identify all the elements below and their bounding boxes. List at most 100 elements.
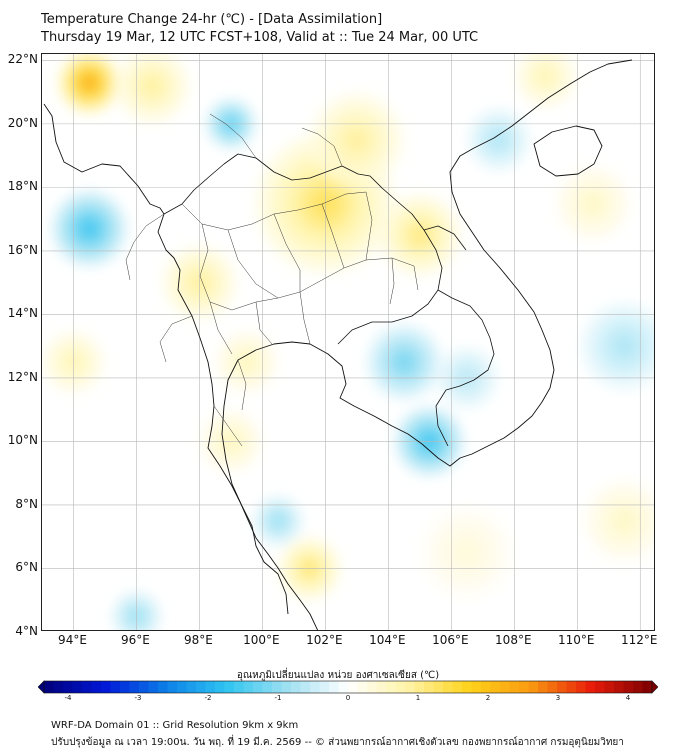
title-line-2: Thursday 19 Mar, 12 UTC FCST+108, Valid … [41,30,479,45]
title-line-1: Temperature Change 24-hr (℃) - [Data Ass… [41,12,383,27]
anomaly-patch [240,355,253,369]
colorbar-cell [614,681,624,693]
colorbar-cell [120,681,130,693]
colorbar-cell [414,681,425,693]
footer-credit: ปรับปรุงข้อมูล ณ เวลา 19:00น. วัน พฤ. ที… [51,737,624,748]
anomaly-patch [82,76,96,89]
colorbar-cell [585,681,596,693]
colorbar-cell [253,681,263,693]
anomaly-patch [585,195,601,211]
colorbar-tick-label: 3 [555,694,561,702]
latitude-tick-label: 6°N [15,560,38,575]
longitude-tick-label: 100°E [243,633,280,647]
coastline-and-borders [43,59,633,630]
anomaly-patch [457,543,477,563]
hainan-island [533,125,603,177]
province-boundaries [125,113,419,447]
map-canvas [42,54,654,630]
colorbar-cell [348,681,358,693]
colorbar-title: อุณหภูมิเปลี่ยนแปลง หน่วย องศาเซลเซียส (… [236,670,440,681]
colorbar-cell [329,681,339,693]
longitude-tick-label: 96°E [121,633,150,647]
colorbar-cell [538,681,548,693]
latitude-tick-label: 8°N [15,496,38,511]
colorbar-cell [471,681,482,693]
colorbar-cell [272,681,282,693]
colorbar-tick-label: 0 [345,694,351,702]
colorbar-cell [319,681,330,693]
colorbar-cell [604,681,615,693]
longitude-tick-label: 98°E [183,633,213,647]
anomaly-patch [615,337,634,356]
colorbar-cell [243,681,254,693]
colorbar-cell [481,681,491,693]
colorbar-cell [310,681,320,693]
colorbar-cell [433,681,444,693]
colorbar-cell [205,681,216,693]
anomaly-patch [539,69,553,83]
west-coastline [43,103,319,630]
colorbar-cell [234,681,244,693]
colorbar-cell [139,681,149,693]
colorbar-cell [148,681,159,693]
colorbar-cell [177,681,187,693]
anomaly-patch [144,78,160,94]
colorbar-cell [509,681,520,693]
colorbar-cell [158,681,168,693]
anomaly-patch [273,515,284,526]
latitude-tick-label: 12°N [7,369,38,384]
anomaly-patch [347,130,367,150]
latitude-tick-label: 16°N [7,242,38,257]
colorbar-cell [129,681,140,693]
colorbar-low-arrow [38,680,45,694]
longitude-tick-label: 108°E [495,633,532,647]
colorbar-cell [101,681,111,693]
colorbar-cell [623,681,634,693]
footer-model-info: WRF-DA Domain 01 :: Grid Resolution 9km … [51,720,299,731]
colorbar-cell [633,681,643,693]
colorbar-cell [452,681,463,693]
colorbar-cell [262,681,273,693]
colorbar-cell [44,681,54,693]
latitude-tick-label: 10°N [7,433,38,448]
latitude-tick-label: 4°N [15,624,38,638]
longitude-tick-label: 112°E [621,633,658,647]
map-panel[interactable] [41,53,655,631]
colorbar-cell [519,681,529,693]
colorbar-cell [386,681,396,693]
colorbar-cell [291,681,301,693]
graticule [42,54,654,630]
colorbar-high-arrow [651,680,658,694]
colorbar-tick-label: -2 [204,694,212,702]
colorbar-cell [576,681,586,693]
colorbar-cell [167,681,178,693]
colorbar [38,680,658,694]
anomaly-patch [396,354,412,370]
colorbar-cell [300,681,311,693]
colorbar-tick-label: -4 [64,694,72,702]
latitude-tick-label: 20°N [7,115,38,130]
colorbar-cell [281,681,292,693]
colorbar-cell [357,681,368,693]
colorbar-cell [528,681,539,693]
longitude-tick-label: 104°E [369,633,406,647]
anomaly-patch [81,221,97,237]
colorbar-cell [367,681,377,693]
colorbar-cell [53,681,64,693]
colorbar-tick-label: -1 [274,694,282,702]
longitude-tick-label: 94°E [58,633,87,647]
colorbar-cell [186,681,197,693]
longitude-tick-label: 106°E [432,633,469,647]
longitude-tick-label: 110°E [558,633,595,647]
gulf-coastline [221,59,633,615]
colorbar-cell [110,681,121,693]
colorbar-cell [224,681,235,693]
colorbar-cell [424,681,434,693]
colorbar-cell [443,681,453,693]
colorbar-cell [338,681,349,693]
colorbar-cell [395,681,406,693]
country-borders [163,153,495,447]
colorbar-cell [547,681,558,693]
colorbar-cell [642,681,653,693]
colorbar-cell [82,681,92,693]
